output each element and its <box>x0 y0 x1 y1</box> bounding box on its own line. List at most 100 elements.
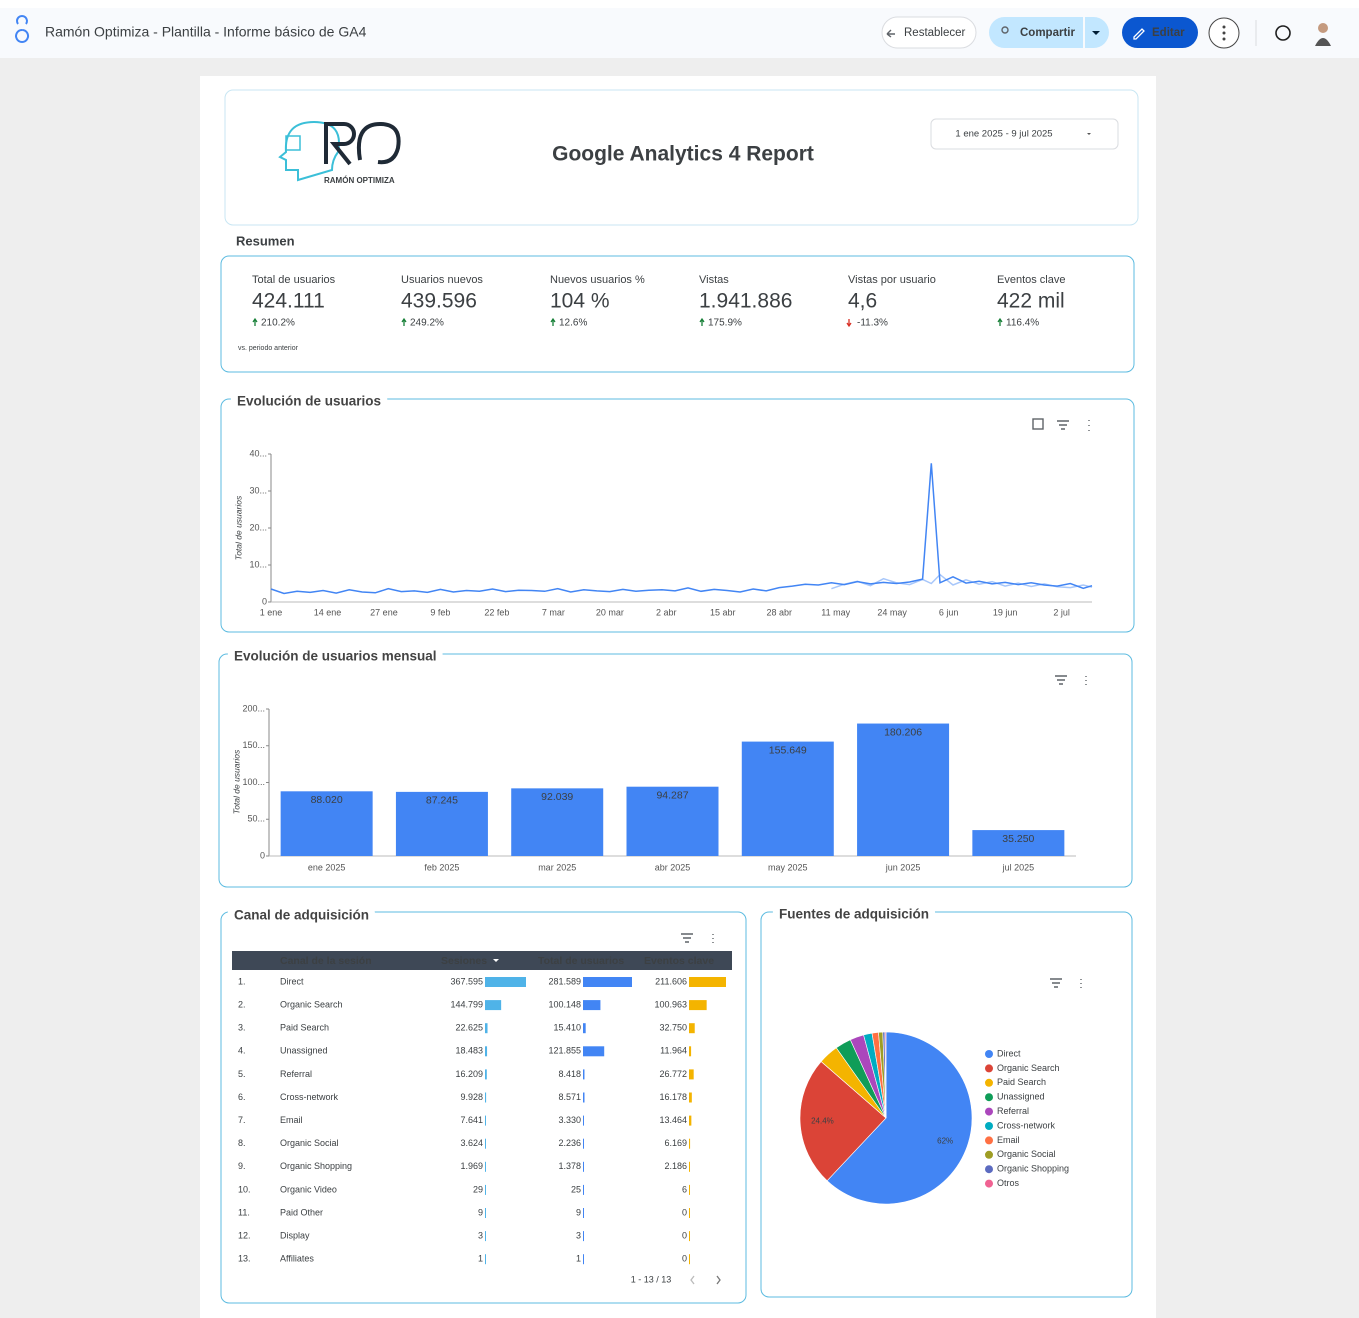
cell-value: 22.625 <box>455 1023 483 1033</box>
filter-icon[interactable] <box>1055 675 1067 685</box>
x-tick-label: ene 2025 <box>308 862 346 872</box>
cell-bar <box>689 1046 692 1057</box>
cell-value: 2.186 <box>664 1161 687 1171</box>
report-name: Ramón Optimiza - Plantilla - Informe bás… <box>45 24 367 40</box>
slice-label: 24.4% <box>811 1116 834 1125</box>
x-tick-label: 19 jun <box>993 607 1018 617</box>
cell-bar <box>689 1231 690 1242</box>
reset-icon <box>886 29 895 38</box>
cell-value: 3 <box>478 1230 483 1240</box>
cell-value: 9.928 <box>460 1092 483 1102</box>
row-channel: Email <box>280 1115 303 1125</box>
trend-arrow <box>550 317 556 326</box>
row-channel: Organic Video <box>280 1184 337 1194</box>
metric-value: 424.111 <box>252 290 325 313</box>
row-channel: Paid Search <box>280 1023 329 1033</box>
dot <box>1222 37 1226 41</box>
metric-change: 175.9% <box>708 318 742 329</box>
trend-arrow <box>997 317 1003 326</box>
cell-bar <box>583 1092 585 1103</box>
cell-bar <box>583 1023 586 1034</box>
header-card <box>224 89 1139 226</box>
cell-value: 3.624 <box>460 1138 483 1148</box>
share-label[interactable]: Compartir <box>1020 27 1075 39</box>
row-channel: Organic Social <box>280 1138 339 1148</box>
edit-label[interactable]: Editar <box>1152 27 1185 39</box>
cell-bar <box>689 1161 690 1172</box>
date-picker[interactable] <box>930 118 1119 150</box>
line-series <box>270 463 1093 595</box>
y-axis-title: Total de usuarios <box>231 749 241 814</box>
cell-value: 2.236 <box>558 1138 581 1148</box>
bar <box>395 791 488 856</box>
cell-bar <box>485 1138 486 1149</box>
cell-value: 1.378 <box>558 1161 581 1171</box>
bar-value-label: 35.250 <box>1002 833 1034 845</box>
y-tick-label: 20... <box>249 522 267 532</box>
legend-swatch <box>985 1093 993 1102</box>
date-range[interactable]: 1 ene 2025 - 9 jul 2025 <box>955 129 1052 140</box>
cell-value: 9 <box>478 1207 483 1217</box>
panel-title: Evolución de usuarios mensual <box>234 649 437 664</box>
filter-icon[interactable] <box>681 933 693 943</box>
reset-button[interactable] <box>881 16 977 49</box>
reset-label[interactable]: Restablecer <box>904 27 966 39</box>
cell-bar <box>485 1023 488 1034</box>
share-button[interactable] <box>989 17 1109 48</box>
row-rank: 5. <box>238 1069 246 1079</box>
x-tick-label: 1 ene <box>260 607 283 617</box>
y-axis-title: Total de usuarios <box>233 495 243 560</box>
avatar-body <box>1315 38 1331 46</box>
dot <box>1222 31 1226 35</box>
row-rank: 2. <box>238 999 246 1009</box>
row-rank: 9. <box>238 1161 246 1171</box>
legend-swatch <box>985 1150 993 1159</box>
pie-slice <box>799 1061 887 1182</box>
avatar[interactable] <box>1318 23 1328 33</box>
cell-value: 18.483 <box>455 1046 483 1056</box>
cell-value: 32.750 <box>659 1023 687 1033</box>
y-tick-label: 40... <box>249 448 267 458</box>
share-caret[interactable] <box>1092 31 1100 35</box>
column-header: Eventos clave <box>644 955 714 967</box>
cell-value: 25 <box>571 1184 581 1194</box>
cell-bar <box>485 1208 486 1218</box>
edit-button[interactable] <box>1122 17 1198 48</box>
cell-bar <box>485 1046 488 1057</box>
metric-value: 439.596 <box>401 290 477 313</box>
help-button[interactable] <box>1275 25 1291 41</box>
icon[interactable] <box>1032 418 1044 430</box>
x-tick-label: mar 2025 <box>538 862 576 872</box>
filter-icon[interactable] <box>1050 978 1062 988</box>
bar <box>280 791 373 856</box>
row-channel: Paid Other <box>280 1207 323 1217</box>
summary-note: vs. periodo anterior <box>238 345 299 352</box>
edit-icon <box>1133 28 1145 40</box>
metric-value: 422 mil <box>997 290 1065 313</box>
panel-title: Evolución de usuarios <box>237 394 381 409</box>
cell-bar <box>583 1161 584 1172</box>
row-rank: 13. <box>238 1254 251 1264</box>
date-caret <box>1087 133 1091 135</box>
x-tick-label: 2 jul <box>1053 607 1070 617</box>
cell-bar <box>583 1184 584 1195</box>
cell-bar <box>485 1161 486 1172</box>
row-channel: Unassigned <box>280 1046 328 1056</box>
filter-icon[interactable] <box>1057 420 1069 430</box>
metric-change: -11.3% <box>857 318 888 329</box>
x-tick-label: 2 abr <box>656 607 677 617</box>
cell-value: 367.595 <box>450 976 483 986</box>
x-tick-label: 11 may <box>821 607 850 617</box>
row-rank: 3. <box>238 1023 246 1033</box>
share-icon <box>1001 26 1009 34</box>
cell-bar <box>689 1115 692 1126</box>
cell-bar <box>583 1208 584 1218</box>
cell-bar <box>485 1115 486 1126</box>
cell-value: 26.772 <box>659 1069 687 1079</box>
cell-bar <box>485 1000 502 1011</box>
row-channel: Cross-network <box>280 1092 339 1102</box>
x-tick-label: 20 mar <box>596 607 624 617</box>
bar <box>511 788 604 856</box>
metric-change: 210.2% <box>261 318 295 329</box>
